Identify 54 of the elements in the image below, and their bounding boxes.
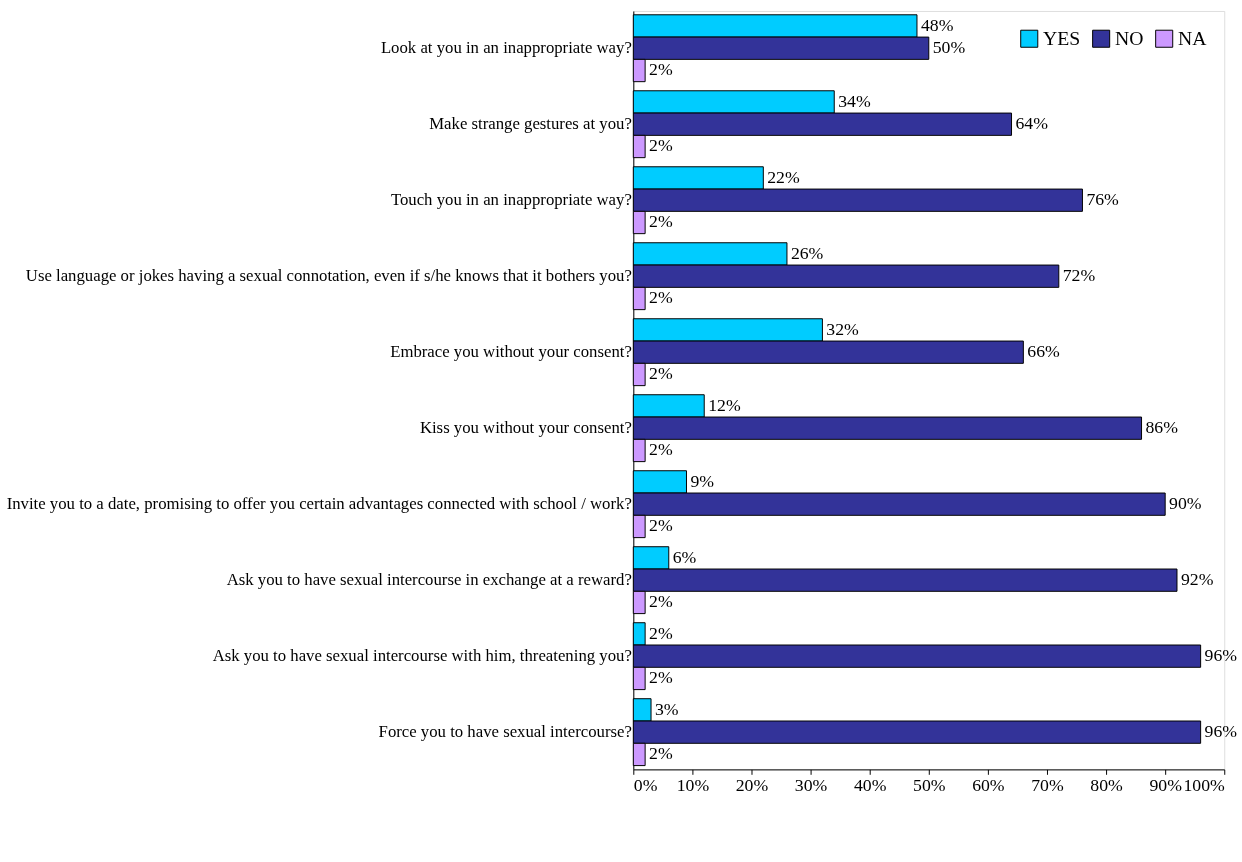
- data-label: 9%: [690, 470, 715, 491]
- data-label: 6%: [672, 546, 697, 567]
- data-label: 32%: [826, 318, 860, 339]
- y-tick-label: Make strange gestures at you?: [429, 114, 632, 134]
- x-tick-label: 70%: [1031, 774, 1064, 795]
- data-label: 86%: [1145, 417, 1179, 438]
- x-tick-label: 30%: [794, 774, 828, 795]
- data-label: 26%: [790, 242, 824, 263]
- data-label: 2%: [649, 59, 673, 80]
- data-label: 96%: [1204, 645, 1238, 666]
- y-tick-label: Ask you to have sexual intercourse with him, threatening you?: [212, 646, 632, 666]
- x-tick-label: 40%: [853, 774, 887, 795]
- data-label: 2%: [649, 667, 673, 688]
- data-label: 96%: [1204, 721, 1238, 742]
- data-label: 2%: [649, 363, 673, 384]
- y-tick-label: Ask you to have sexual intercourse in exchange at a reward?: [226, 570, 632, 590]
- y-tick-label: Touch you in an inappropriate way?: [390, 190, 632, 210]
- y-tick-label: Embrace you without your consent?: [390, 342, 632, 362]
- data-label: 2%: [649, 287, 673, 308]
- data-label: 2%: [649, 515, 673, 536]
- x-tick-label: 80%: [1090, 774, 1124, 795]
- data-label: 50%: [932, 37, 966, 58]
- data-label: 2%: [649, 743, 673, 764]
- data-label: 64%: [1015, 113, 1049, 134]
- y-tick-label: Kiss you without your consent?: [419, 418, 632, 438]
- data-label: 12%: [708, 394, 741, 415]
- data-label: 92%: [1180, 569, 1214, 590]
- data-label: 22%: [767, 166, 800, 187]
- y-tick-label: Look at you in an inappropriate way?: [380, 38, 632, 58]
- legend-label: NA: [1177, 26, 1208, 49]
- data-label: 2%: [649, 135, 673, 156]
- x-tick-label: 60%: [972, 774, 1005, 795]
- data-label: 2%: [649, 211, 673, 232]
- x-tick-label: 20%: [735, 774, 769, 795]
- y-tick-label: Invite you to a date, promising to offer you certain advantages connected with school / work?: [6, 494, 632, 514]
- data-label: 2%: [649, 591, 673, 612]
- legend-label: NO: [1114, 26, 1144, 49]
- data-label: 3%: [654, 698, 679, 719]
- data-label: 90%: [1169, 493, 1202, 514]
- data-label: 66%: [1027, 341, 1060, 362]
- x-tick-label: 0%: [633, 774, 658, 795]
- data-label: 2%: [649, 439, 673, 460]
- data-label: 48%: [920, 14, 954, 35]
- x-tick-label: 50%: [913, 774, 946, 795]
- data-label: 2%: [649, 622, 673, 643]
- y-tick-label: Force you to have sexual intercourse?: [378, 722, 632, 742]
- data-label: 76%: [1086, 189, 1120, 210]
- data-label: 34%: [838, 90, 871, 111]
- x-tick-label: 90%: [1149, 774, 1183, 795]
- x-tick-label: 10%: [676, 774, 710, 795]
- legend-label: YES: [1043, 26, 1081, 49]
- x-tick-label: 100%: [1183, 774, 1225, 795]
- data-label: 72%: [1062, 265, 1096, 286]
- y-tick-label: Use language or jokes having a sexual connotation, even if s/he knows that it bothers you?: [25, 266, 632, 286]
